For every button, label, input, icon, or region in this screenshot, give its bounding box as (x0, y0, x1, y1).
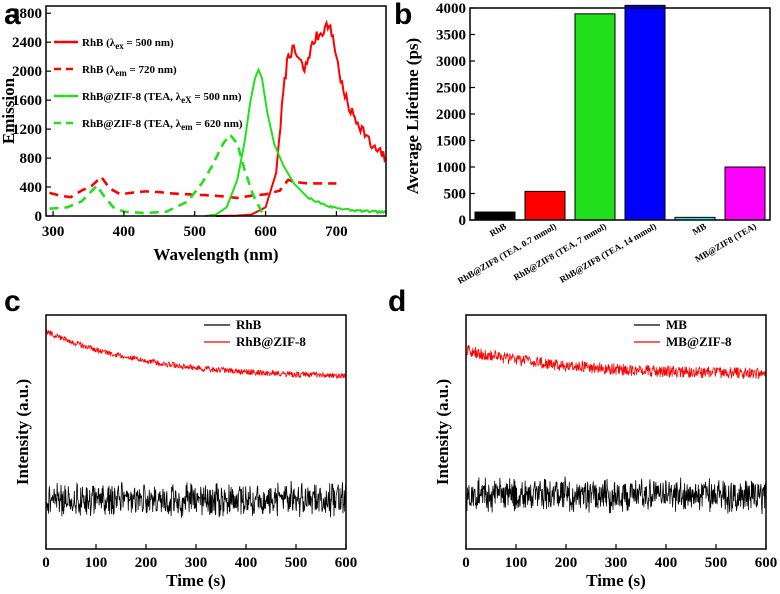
panel-d-series-2-line (465, 344, 767, 380)
panel-a-ytick-label: 1200 (12, 122, 42, 138)
panel-d-ylabel: Intensity (a.u.) (433, 379, 452, 485)
panel-a-legend: RhB (λex = 500 nm) RhB (λem = 720 nm) RhB@… (54, 37, 243, 132)
panel-a-xlabel: Wavelength (nm) (153, 245, 278, 264)
legend-label: MB@ZIF-8 (666, 334, 732, 349)
panel-b-bars (474, 4, 766, 221)
panel-b-ytick-label: 500 (444, 187, 467, 203)
panel-b-bar-4 (624, 4, 666, 221)
panel-letter-b: b (394, 0, 412, 31)
panel-a-series-3-line (205, 67, 387, 217)
panel-d-plot-area (465, 344, 767, 515)
panel-c-series-1-line (45, 480, 347, 518)
panel-a-series-4-line (49, 132, 267, 217)
panel-a-ytick-label: 800 (20, 151, 43, 167)
xtick-label: 400 (655, 555, 678, 571)
panel-c-intensity-time: 0 100 200 300 400 500 600 Time (s) Intensity (… (13, 314, 357, 590)
panel-a-xtick-label: 300 (42, 224, 65, 240)
panel-d-frame (465, 314, 767, 550)
panel-a-legend-label: RhB@ZIF-8 (TEA, λeX = 500 nm) (82, 91, 242, 105)
panel-b-bar-1 (474, 211, 516, 221)
panel-b-ytick-label: 3000 (436, 54, 466, 70)
legend-label: RhB (236, 317, 262, 332)
panel-d-series-1-line (465, 476, 767, 515)
xtick-label: 200 (135, 555, 158, 571)
xtick-label: 500 (285, 555, 308, 571)
xtick-label: 100 (505, 555, 528, 571)
legend-label: RhB@ZIF-8 (236, 334, 306, 349)
panel-a-legend-label: RhB (λex = 500 nm) (82, 37, 174, 51)
panel-b-ytick-label: 0 (459, 213, 467, 229)
panel-b-category-label: RhB@ZIF8 (TEA, 14 mmol) (558, 221, 658, 285)
panel-a-legend-label: RhB@ZIF-8 (TEA, λem = 620 nm) (82, 118, 243, 132)
panel-b-ytick-label: 4000 (436, 1, 466, 17)
panel-a-ytick-label: 2000 (12, 64, 42, 80)
panel-b-ytick-label: 1500 (436, 134, 466, 150)
panel-d-legend: MB MB@ZIF-8 (634, 317, 732, 349)
panel-a-ticks: 300 400 500 600 700 0 400 800 1200 1600 2000 2400 28… (12, 6, 348, 240)
panel-b-ytick-label: 3500 (436, 28, 466, 44)
panel-a-plot-area (49, 19, 387, 217)
legend-label: MB (666, 317, 687, 332)
panel-a-xtick-label: 500 (184, 224, 207, 240)
panel-c-xlabel: Time (s) (166, 571, 226, 590)
panel-letter-d: d (388, 285, 406, 318)
panel-b-ytick-label: 2000 (436, 107, 466, 123)
panel-b-ytick-label: 1000 (436, 160, 466, 176)
panel-d-ticks: 0 100 200 300 400 500 600 (462, 544, 777, 571)
panel-a-ytick-label: 2800 (12, 6, 42, 22)
panel-a-ytick-label: 0 (35, 209, 43, 225)
xtick-label: 0 (462, 555, 470, 571)
panel-a-series-2-line (49, 175, 337, 200)
panel-a-series-1-line (216, 19, 387, 217)
panel-a-xtick-label: 700 (325, 224, 348, 240)
panel-c-ticks: 0 100 200 300 400 500 600 (42, 544, 357, 571)
xtick-label: 200 (555, 555, 578, 571)
xtick-label: 600 (755, 555, 778, 571)
xtick-label: 300 (605, 555, 628, 571)
panel-b-ytick-label: 2500 (436, 81, 466, 97)
panel-a-ytick-label: 400 (20, 180, 43, 196)
xtick-label: 600 (335, 555, 358, 571)
panel-d-xlabel: Time (s) (586, 571, 646, 590)
panel-b-bar-3 (574, 13, 616, 221)
panel-c-plot-area (45, 328, 347, 518)
panel-b-bar-2 (524, 190, 566, 221)
panel-letter-c: c (4, 285, 21, 318)
panel-d-intensity-time: 0 100 200 300 400 500 600 Time (s) Intensity (… (433, 314, 777, 590)
panel-b-category-label: RhB@ZIF8 (TEA, 0.7 mmol) (456, 221, 558, 286)
xtick-label: 500 (705, 555, 728, 571)
panel-a-legend-label: RhB (λem = 720 nm) (82, 64, 177, 78)
panel-b-category-label: RhB@ZIF8 (TEA, 7 mmol) (512, 221, 608, 282)
xtick-label: 100 (85, 555, 108, 571)
panel-a-ylabel: Emission (0, 77, 18, 144)
xtick-label: 400 (235, 555, 258, 571)
panel-c-legend: RhB RhB@ZIF-8 (204, 317, 306, 349)
panel-a-ytick-label: 2400 (12, 35, 42, 51)
panel-a-ytick-label: 1600 (12, 93, 42, 109)
panel-b-bar-6 (724, 166, 766, 221)
panel-a-frame (45, 5, 387, 217)
panel-a-xtick-label: 600 (254, 224, 277, 240)
panel-b-category-label: RhB (488, 221, 508, 238)
xtick-label: 300 (185, 555, 208, 571)
panel-letter-a: a (4, 0, 21, 31)
xtick-label: 0 (42, 555, 50, 571)
panel-c-series-2-line (45, 328, 347, 380)
panel-a-xtick-label: 400 (113, 224, 136, 240)
panel-a-emission-spectra: 300 400 500 600 700 0 400 800 1200 1600 2000 2400 28… (0, 5, 387, 264)
panel-b-ylabel: Average Lifetime (ps) (403, 38, 422, 194)
panel-c-ylabel: Intensity (a.u.) (13, 379, 32, 485)
panel-b-category-label: MB (690, 221, 708, 237)
